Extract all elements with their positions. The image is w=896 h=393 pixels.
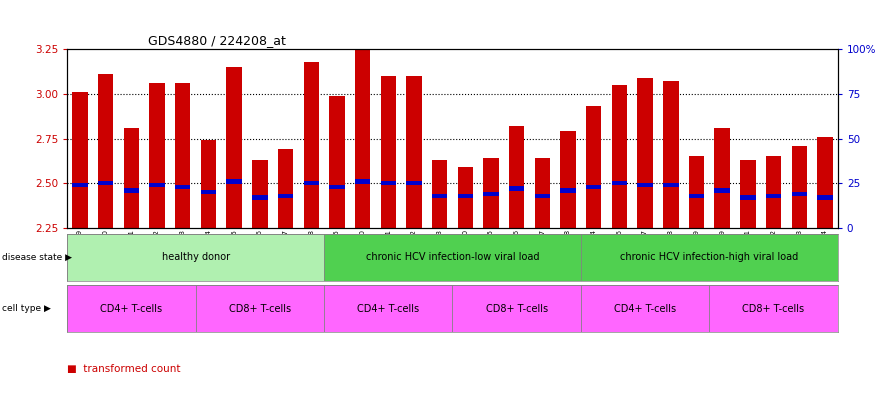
Text: healthy donor: healthy donor xyxy=(161,252,229,263)
Bar xyxy=(98,181,114,185)
Bar xyxy=(663,183,678,187)
Bar xyxy=(637,183,653,187)
Bar xyxy=(612,181,627,185)
Bar xyxy=(581,234,838,281)
Bar xyxy=(535,158,550,228)
Text: cell type ▶: cell type ▶ xyxy=(2,304,51,313)
Bar xyxy=(67,234,324,281)
Bar xyxy=(67,285,195,332)
Bar xyxy=(452,285,581,332)
Bar xyxy=(329,185,345,189)
Bar xyxy=(663,81,678,228)
Bar xyxy=(766,193,781,198)
Bar xyxy=(175,83,191,228)
Bar xyxy=(324,234,581,281)
Text: chronic HCV infection-high viral load: chronic HCV infection-high viral load xyxy=(620,252,798,263)
Bar xyxy=(150,83,165,228)
Bar xyxy=(406,181,422,185)
Bar xyxy=(535,193,550,198)
Bar xyxy=(73,183,88,187)
Bar xyxy=(304,62,319,228)
Bar xyxy=(458,167,473,228)
Bar xyxy=(560,131,576,228)
Bar xyxy=(483,158,499,228)
Bar xyxy=(766,156,781,228)
Bar xyxy=(227,67,242,228)
Bar xyxy=(817,137,832,228)
Bar xyxy=(201,140,216,228)
Bar xyxy=(432,160,447,228)
Bar xyxy=(740,160,755,228)
Bar xyxy=(355,46,370,228)
Bar xyxy=(581,285,710,332)
Text: CD4+ T-cells: CD4+ T-cells xyxy=(358,303,419,314)
Bar xyxy=(201,190,216,195)
Bar xyxy=(98,74,114,228)
Bar xyxy=(278,149,293,228)
Bar xyxy=(355,179,370,184)
Text: CD8+ T-cells: CD8+ T-cells xyxy=(228,303,291,314)
Bar xyxy=(612,85,627,228)
Text: disease state ▶: disease state ▶ xyxy=(2,253,72,262)
Text: CD8+ T-cells: CD8+ T-cells xyxy=(743,303,805,314)
Bar xyxy=(324,285,452,332)
Bar xyxy=(509,126,524,228)
Text: CD8+ T-cells: CD8+ T-cells xyxy=(486,303,547,314)
Bar xyxy=(175,185,191,189)
Bar xyxy=(458,193,473,198)
Bar xyxy=(586,107,601,228)
Text: CD4+ T-cells: CD4+ T-cells xyxy=(100,303,162,314)
Bar xyxy=(791,192,807,196)
Bar xyxy=(381,76,396,228)
Bar xyxy=(304,181,319,185)
Bar xyxy=(710,285,838,332)
Bar xyxy=(509,186,524,191)
Bar xyxy=(689,193,704,198)
Bar xyxy=(432,193,447,198)
Text: CD4+ T-cells: CD4+ T-cells xyxy=(614,303,676,314)
Bar xyxy=(278,193,293,198)
Text: chronic HCV infection-low viral load: chronic HCV infection-low viral load xyxy=(366,252,539,263)
Bar xyxy=(329,95,345,228)
Text: GDS4880 / 224208_at: GDS4880 / 224208_at xyxy=(148,34,286,47)
Bar xyxy=(791,146,807,228)
Bar xyxy=(637,78,653,228)
Bar xyxy=(586,185,601,189)
Bar xyxy=(124,188,139,193)
Bar xyxy=(381,181,396,185)
Bar xyxy=(252,160,268,228)
Bar xyxy=(714,188,730,193)
Bar xyxy=(195,285,324,332)
Bar xyxy=(483,192,499,196)
Bar xyxy=(124,128,139,228)
Bar xyxy=(817,195,832,200)
Text: ■  transformed count: ■ transformed count xyxy=(67,364,181,373)
Bar xyxy=(740,195,755,200)
Bar xyxy=(73,92,88,228)
Bar xyxy=(227,179,242,184)
Bar xyxy=(560,188,576,193)
Bar xyxy=(714,128,730,228)
Bar xyxy=(150,183,165,187)
Bar xyxy=(252,195,268,200)
Bar xyxy=(689,156,704,228)
Bar xyxy=(406,76,422,228)
